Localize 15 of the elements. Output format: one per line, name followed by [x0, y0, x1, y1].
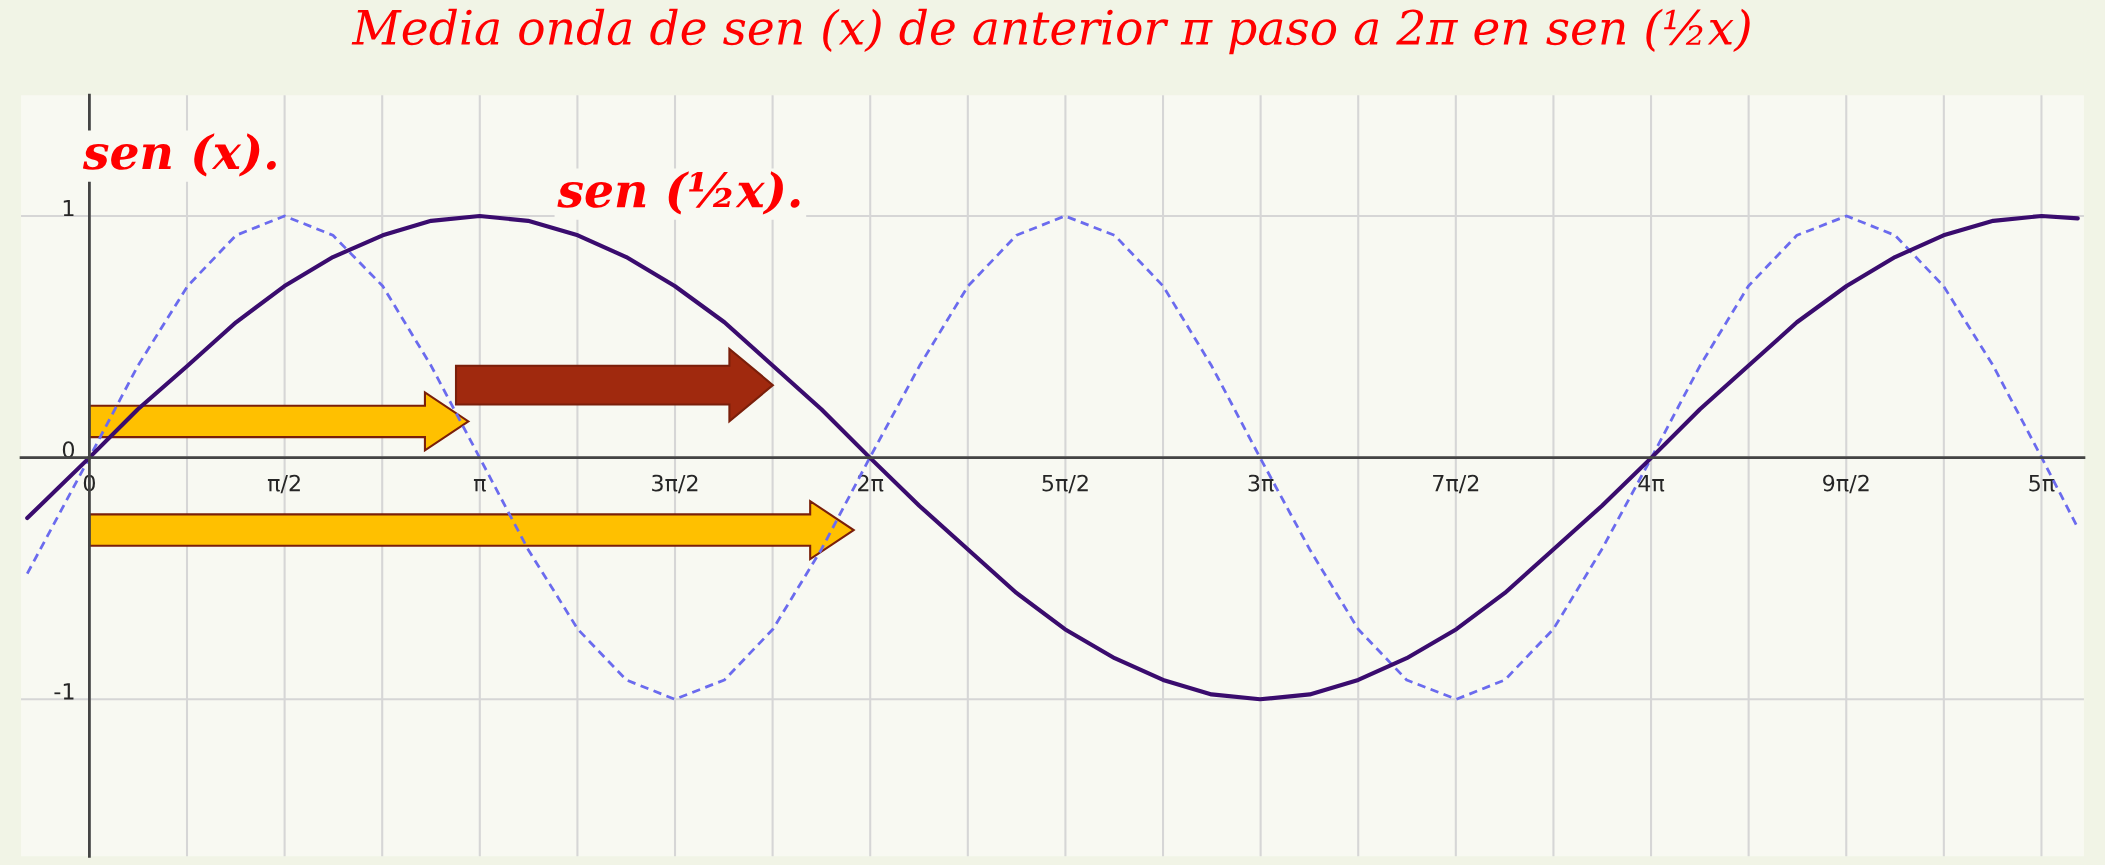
series-label: sen (½x).	[557, 171, 800, 215]
x-tick-label: 4π	[1638, 474, 1665, 492]
chart-title: Media onda de sen (x) de anterior π paso a 2π en sen (½x)	[351, 8, 1750, 55]
x-tick-label: 9π/2	[1823, 474, 1869, 494]
x-tick-label: 5π	[2029, 474, 2055, 492]
x-tick-label: 3π/2	[652, 474, 698, 494]
x-tick-label: π	[473, 479, 486, 492]
x-tick-label: 3π	[1248, 474, 1274, 492]
x-tick-label: 5π/2	[1042, 474, 1088, 494]
x-tick-label: 7π/2	[1433, 474, 1479, 494]
x-tick-label: 2π	[858, 474, 884, 492]
y-tick-label: -1	[54, 683, 74, 700]
y-tick-label: 1	[63, 199, 74, 217]
series-label: sen (x).	[82, 133, 276, 177]
x-tick-label: π/2	[267, 474, 300, 494]
